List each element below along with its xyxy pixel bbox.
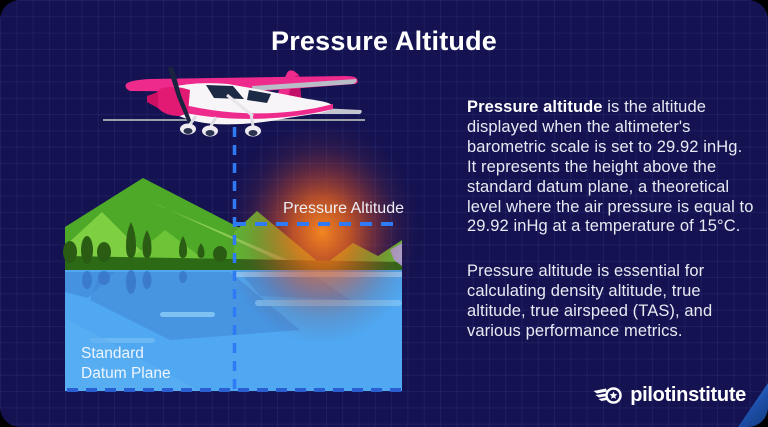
airplane-illustration (125, 66, 362, 137)
pilot-badge-icon (593, 387, 622, 404)
trees (63, 222, 227, 264)
airplane-stripe (169, 101, 333, 119)
description-paragraph-2: Pressure altitude is essential for calcu… (467, 262, 713, 341)
standard-datum-plane-label: Standard Datum Plane (81, 345, 171, 382)
airplane-side-window (247, 90, 271, 103)
description-paragraph-1: Pressure altitude is the altitude displa… (467, 98, 754, 236)
tree-reflections (82, 270, 187, 294)
brand-name: pilotinstitute (630, 384, 746, 406)
airplane-windshield (206, 85, 244, 99)
airplane-propeller (168, 66, 192, 124)
description-text: Pressure altitude is the altitude displa… (467, 98, 755, 367)
airplane-nose-cowl (154, 86, 190, 116)
pressure-altitude-label: Pressure Altitude (283, 200, 404, 217)
lead-term: Pressure altitude (467, 98, 603, 116)
sun-glow-icon (224, 120, 420, 344)
brand-logo: pilotinstitute (593, 384, 746, 407)
page-title: Pressure Altitude (271, 26, 497, 56)
